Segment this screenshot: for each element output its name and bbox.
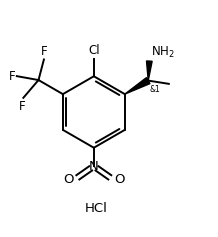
Text: F: F	[9, 70, 15, 83]
Polygon shape	[125, 77, 150, 94]
Text: &1: &1	[149, 85, 160, 94]
Text: O: O	[63, 173, 74, 186]
Text: N: N	[89, 160, 99, 173]
Text: HCl: HCl	[85, 202, 107, 215]
Text: Cl: Cl	[88, 44, 100, 57]
Text: F: F	[19, 100, 26, 113]
Polygon shape	[146, 61, 152, 81]
Text: NH$_2$: NH$_2$	[151, 45, 175, 60]
Text: O: O	[114, 173, 124, 186]
Text: F: F	[41, 45, 47, 58]
